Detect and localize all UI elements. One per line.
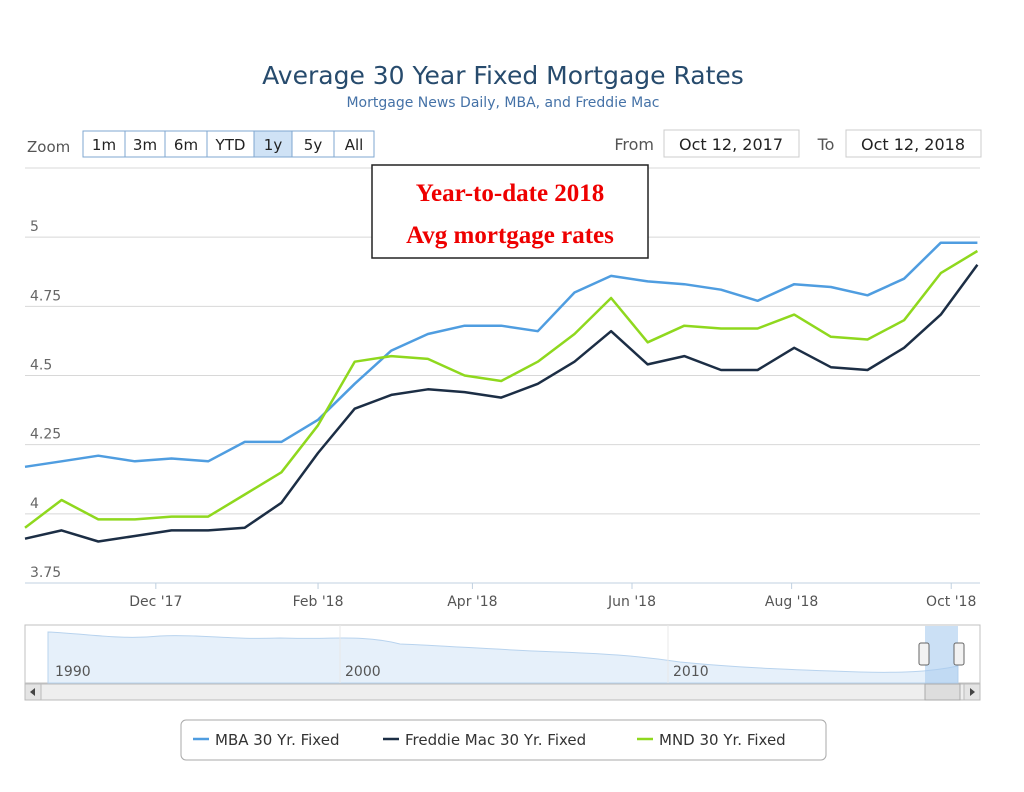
- zoom-button[interactable]: [82, 130, 126, 158]
- to-value[interactable]: Oct 12, 2018: [861, 135, 965, 154]
- to-input[interactable]: [845, 129, 982, 158]
- legend-label[interactable]: MBA 30 Yr. Fixed: [215, 731, 339, 749]
- zoom-button-label[interactable]: YTD: [215, 136, 246, 154]
- zoom-button[interactable]: [253, 130, 293, 158]
- legend-label[interactable]: MND 30 Yr. Fixed: [659, 731, 786, 749]
- series-line: [24, 241, 978, 469]
- zoom-buttons: 1m 3m 6m YTD 1y 5y All: [82, 130, 375, 158]
- y-tick-label: 3.75: [30, 565, 61, 581]
- navigator-label: 2010: [673, 664, 709, 680]
- y-tick-label: 4: [30, 496, 39, 512]
- zoom-button[interactable]: [124, 130, 166, 158]
- legend: [180, 719, 827, 761]
- x-tick-label: Feb '18: [293, 594, 344, 610]
- y-tick-label: 5: [30, 219, 39, 235]
- navigator-handle[interactable]: [918, 642, 930, 666]
- arrow: [30, 688, 35, 696]
- y-tick-label: 4.25: [30, 427, 61, 443]
- zoom-button-label[interactable]: 3m: [133, 136, 157, 154]
- zoom-button[interactable]: [164, 130, 208, 158]
- chart-subtitle: Mortgage News Daily, MBA, and Freddie Ma…: [346, 95, 659, 111]
- zoom-label: Zoom: [27, 138, 70, 156]
- zoom-button[interactable]: [291, 130, 335, 158]
- y-tick-label: 4.5: [30, 358, 52, 374]
- scrollbar[interactable]: [24, 683, 981, 701]
- x-tick-label: Oct '18: [926, 594, 976, 610]
- from-value[interactable]: Oct 12, 2017: [679, 135, 783, 154]
- annotation-line: Avg mortgage rates: [406, 222, 614, 249]
- x-tick-label: Apr '18: [447, 594, 497, 610]
- to-label: To: [817, 135, 835, 154]
- from-label: From: [614, 135, 654, 154]
- series-line: [24, 264, 979, 543]
- x-tick-label: Aug '18: [765, 594, 818, 610]
- navigator-label: 2000: [345, 664, 381, 680]
- from-input[interactable]: [663, 129, 800, 158]
- x-tick-label: Dec '17: [129, 594, 182, 610]
- annotation-box: [371, 164, 649, 259]
- legend-items: MBA 30 Yr. Fixed Freddie Mac 30 Yr. Fixed…: [193, 731, 786, 749]
- annotation-line: Year-to-date 2018: [416, 180, 605, 207]
- navigator-label: 1990: [55, 664, 91, 680]
- zoom-button-label[interactable]: 6m: [174, 136, 198, 154]
- zoom-button-label[interactable]: 1y: [264, 136, 283, 154]
- series-line: [24, 249, 979, 529]
- arrow: [970, 688, 975, 696]
- zoom-button-label[interactable]: All: [345, 136, 364, 154]
- navigator-series: [47, 631, 959, 684]
- legend-label[interactable]: Freddie Mac 30 Yr. Fixed: [405, 731, 586, 749]
- navigator-handle[interactable]: [953, 642, 965, 666]
- zoom-button-label[interactable]: 5y: [304, 136, 323, 154]
- x-tick-label: Jun '18: [607, 594, 656, 610]
- scroll-thumb[interactable]: [924, 683, 961, 701]
- chart-title: Average 30 Year Fixed Mortgage Rates: [262, 61, 744, 90]
- zoom-button[interactable]: [333, 130, 375, 158]
- y-tick-label: 4.75: [30, 288, 61, 304]
- grid: 3.75 4 4.25 4.5 4.75 5 Dec '17 Feb '18 Apr '18 Ju…: [25, 219, 980, 610]
- navigator-selection[interactable]: [925, 626, 958, 683]
- series-lines: [24, 241, 979, 543]
- zoom-button-label[interactable]: 1m: [92, 136, 116, 154]
